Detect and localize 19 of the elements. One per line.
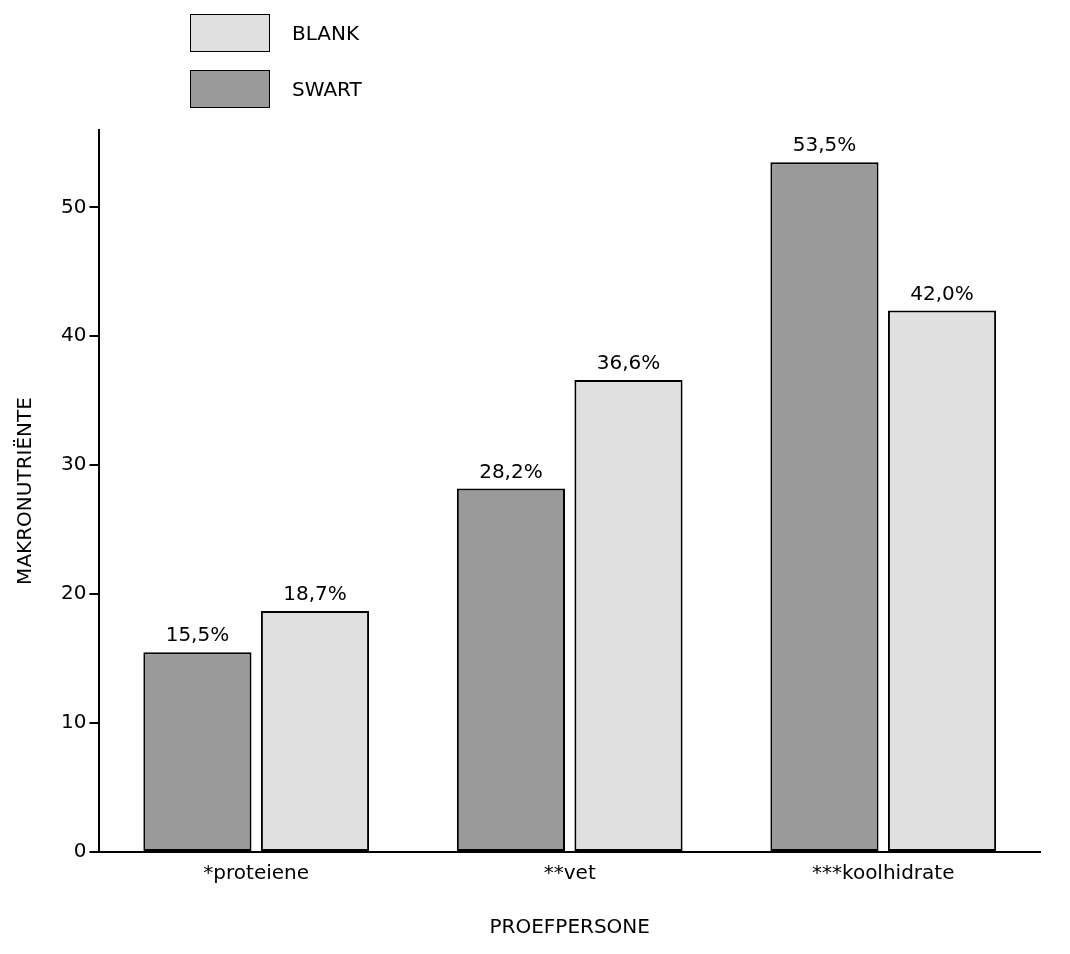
legend-label: SWART xyxy=(292,77,362,101)
y-tick-label: 40 xyxy=(61,322,87,347)
data-label: 36,6% xyxy=(596,350,661,375)
x-tick-label: *proteiene xyxy=(203,860,310,885)
y-tick-label: 10 xyxy=(61,709,87,734)
x-tick-label: ***koolhidrate xyxy=(812,860,955,885)
x-axis-title: PROEFPERSONE xyxy=(489,914,650,939)
y-tick-label: 0 xyxy=(73,838,87,863)
y-tick-label: 50 xyxy=(61,193,87,218)
x-tick-label: **vet xyxy=(543,860,596,885)
y-tick-label: 30 xyxy=(61,451,87,476)
data-label: 53,5% xyxy=(792,132,857,157)
data-label: 42,0% xyxy=(910,280,974,305)
legend-label: BLANK xyxy=(292,21,360,45)
data-label: 28,2% xyxy=(479,458,543,483)
data-label: 18,7% xyxy=(283,581,347,606)
data-label: 15,5% xyxy=(165,622,230,647)
y-tick-label: 20 xyxy=(61,580,87,605)
y-axis-title: MAKRONUTRIËNTE xyxy=(12,397,37,585)
